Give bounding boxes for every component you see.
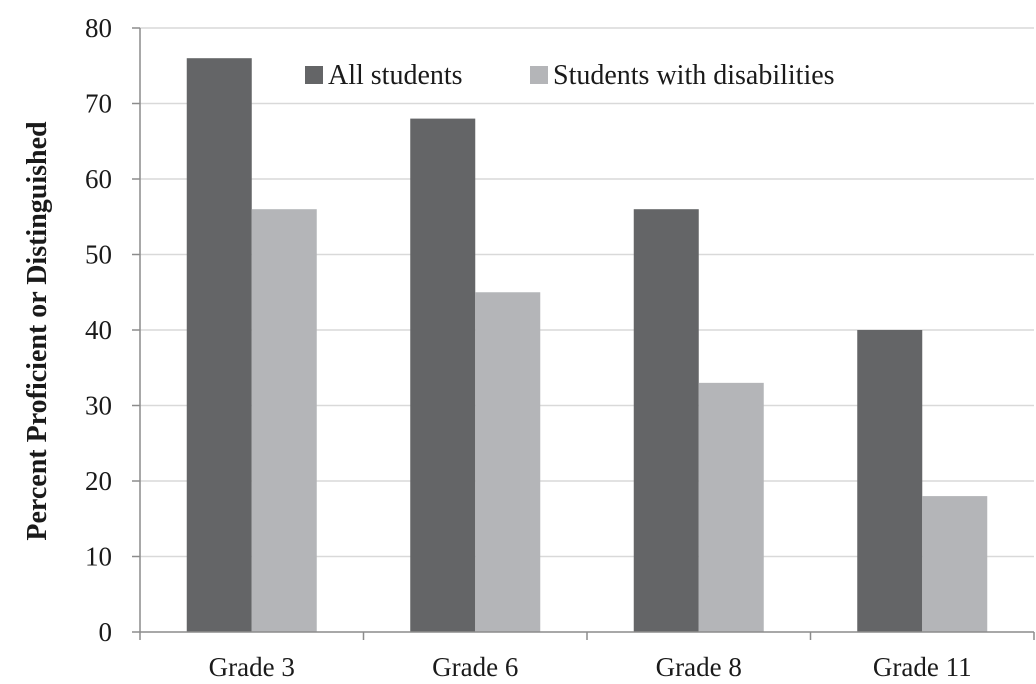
y-tick-label: 30 <box>85 391 112 421</box>
bar-students-with-disabilities <box>475 292 541 632</box>
bar-all-students <box>410 118 476 633</box>
y-tick-label: 10 <box>85 542 112 572</box>
y-axis-label: Percent Proficient or Distinguished <box>22 121 53 541</box>
x-tick-labels: Grade 3 Grade 6 Grade 8 Grade 11 <box>209 652 972 682</box>
y-tick-label: 0 <box>99 617 113 647</box>
x-tick-label: Grade 11 <box>873 652 972 682</box>
axes <box>139 28 1035 640</box>
y-tick-label: 50 <box>85 240 112 270</box>
bars <box>186 58 988 633</box>
bar-students-with-disabilities <box>251 209 317 632</box>
x-tick-label: Grade 3 <box>209 652 295 682</box>
y-tick-label: 40 <box>85 315 112 345</box>
y-tick-label: 60 <box>85 164 112 194</box>
y-tick-labels: 0 10 20 30 40 50 60 70 80 <box>85 13 112 647</box>
legend: All students Students with disabilities <box>305 60 835 91</box>
bar-all-students <box>186 58 252 632</box>
bar-students-with-disabilities <box>698 382 764 632</box>
bar-all-students <box>857 330 923 632</box>
y-tick-label: 20 <box>85 466 112 496</box>
x-tick-label: Grade 6 <box>432 652 518 682</box>
bar-all-students <box>633 209 699 632</box>
y-tick-label: 70 <box>85 89 112 119</box>
legend-label: Students with disabilities <box>553 60 835 91</box>
legend-label: All students <box>328 60 463 91</box>
bar-students-with-disabilities <box>922 496 988 632</box>
legend-swatch <box>530 66 548 84</box>
legend-swatch <box>305 66 323 84</box>
x-tick-label: Grade 8 <box>656 652 742 682</box>
y-tick-label: 80 <box>85 13 112 43</box>
